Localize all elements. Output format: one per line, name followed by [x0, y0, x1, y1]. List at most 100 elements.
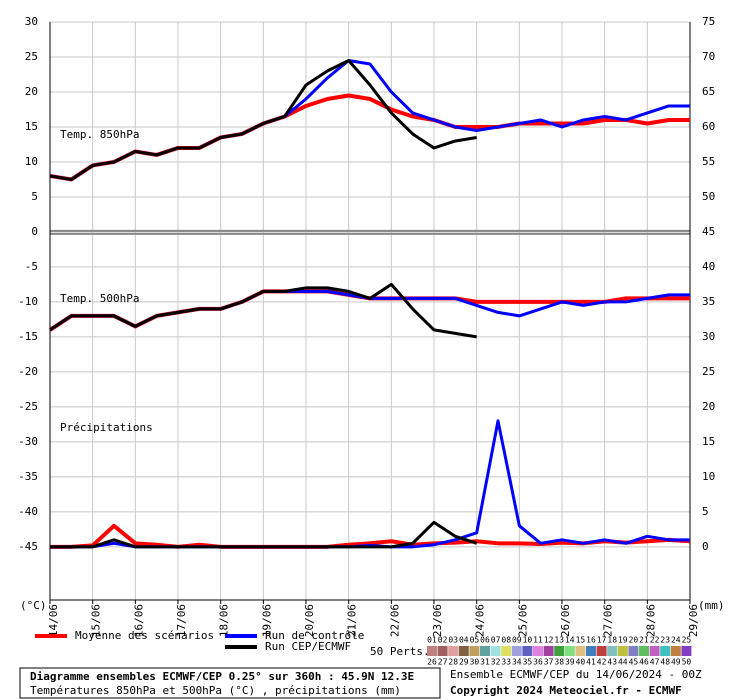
pert-label: 04: [459, 636, 469, 645]
pert-swatch: [607, 646, 618, 651]
pert-swatch: [533, 646, 543, 651]
pert-swatch: [427, 646, 437, 651]
x-tick-label: 15/06: [90, 604, 103, 637]
pert-swatch: [522, 646, 533, 651]
pert-swatch: [448, 646, 459, 651]
x-tick-label: 18/06: [218, 604, 231, 637]
y2-tick-label: 60: [702, 120, 715, 133]
y-tick-label: 10: [25, 155, 38, 168]
y-tick-label: 0: [31, 225, 38, 238]
perts-label: 50 Perts.: [370, 645, 430, 658]
series-line: [50, 520, 478, 549]
pert-swatch: [660, 651, 671, 656]
pert-label: 11: [533, 636, 543, 645]
y-tick-label: 5: [31, 190, 38, 203]
y-tick-label: -35: [18, 470, 38, 483]
x-tick-label: 16/06: [132, 604, 145, 637]
pert-label: 07: [491, 636, 501, 645]
y-tick-label: -40: [18, 505, 38, 518]
pert-label: 03: [448, 636, 458, 645]
x-tick-label: 28/06: [644, 604, 657, 637]
y-tick-label: -20: [18, 365, 38, 378]
pert-swatch: [586, 651, 596, 656]
y2-tick-label: 70: [702, 50, 715, 63]
pert-label: 24: [671, 636, 681, 645]
legend-label: Run de contrôle: [265, 629, 364, 642]
y2-tick-label: 35: [702, 295, 715, 308]
panel-label: Précipitations: [60, 421, 153, 434]
pert-label: 21: [639, 636, 649, 645]
pert-label: 09: [512, 636, 522, 645]
y-tick-label: 30: [25, 15, 38, 28]
chart-subtitle: Températures 850hPa et 500hPa (°C) , pré…: [30, 684, 401, 697]
pert-swatch: [490, 646, 501, 651]
pert-label: 43: [607, 658, 617, 667]
plot-area: [50, 22, 690, 600]
pert-label: 34: [512, 658, 522, 667]
pert-label: 15: [576, 636, 586, 645]
pert-label: 29: [459, 658, 469, 667]
pert-swatch: [681, 651, 692, 656]
series-line: [49, 58, 477, 181]
pert-swatch: [437, 646, 448, 651]
pert-label: 31: [480, 658, 490, 667]
copyright: Copyright 2024 Meteociel.fr - ECMWF: [450, 684, 682, 697]
pert-swatch: [617, 646, 628, 651]
y-tick-label: 15: [25, 120, 38, 133]
pert-swatch: [501, 646, 512, 651]
pert-label: 47: [650, 658, 660, 667]
pert-swatch: [564, 651, 575, 656]
pert-label: 49: [671, 658, 681, 667]
pert-swatch: [533, 651, 543, 656]
pert-label: 22: [650, 636, 660, 645]
y2-tick-label: 40: [702, 260, 715, 273]
x-tick-label: 24/06: [474, 604, 487, 637]
pert-label: 06: [480, 636, 490, 645]
y2-tick-label: 55: [702, 155, 715, 168]
x-tick-label: 27/06: [602, 604, 615, 637]
pert-label: 45: [629, 658, 639, 667]
pert-swatch: [639, 651, 649, 656]
pert-label: 42: [597, 658, 607, 667]
y-tick-label: -15: [18, 330, 38, 343]
y2-tick-label: 15: [702, 435, 715, 448]
x-tick-label: 26/06: [559, 604, 572, 637]
y2-tick-label: 50: [702, 190, 715, 203]
x-tick-label: 17/06: [175, 604, 188, 637]
pert-label: 32: [491, 658, 501, 667]
pert-label: 30: [470, 658, 480, 667]
panel-label: Temp. 850hPa: [60, 128, 139, 141]
pert-label: 50: [682, 658, 692, 667]
x-tick-label: 23/06: [431, 604, 444, 637]
pert-swatch: [660, 646, 671, 651]
pert-label: 08: [501, 636, 511, 645]
pert-swatch: [586, 646, 596, 651]
pert-label: 13: [554, 636, 564, 645]
y2-tick-label: 45: [702, 225, 715, 238]
pert-label: 26: [427, 658, 437, 667]
pert-swatch: [554, 651, 565, 656]
pert-label: 02: [438, 636, 448, 645]
pert-swatch: [469, 651, 480, 656]
pert-swatch: [639, 646, 649, 651]
pert-label: 48: [660, 658, 670, 667]
pert-label: 17: [597, 636, 607, 645]
pert-label: 18: [607, 636, 617, 645]
y2-tick-label: 25: [702, 365, 715, 378]
pert-label: 20: [629, 636, 639, 645]
pert-swatch: [437, 651, 448, 656]
y2-tick-label: 10: [702, 470, 715, 483]
pert-swatch: [681, 646, 692, 651]
run-info: Ensemble ECMWF/CEP du 14/06/2024 - 00Z: [450, 668, 702, 681]
pert-label: 19: [618, 636, 628, 645]
pert-label: 40: [576, 658, 586, 667]
pert-swatch: [596, 651, 607, 656]
pert-swatch: [554, 646, 565, 651]
y-tick-label: -25: [18, 400, 38, 413]
y-tick-label: -5: [25, 260, 38, 273]
pert-label: 23: [660, 636, 670, 645]
pert-label: 46: [639, 658, 649, 667]
y2-axis-label: (mm): [698, 599, 725, 612]
pert-label: 39: [565, 658, 575, 667]
